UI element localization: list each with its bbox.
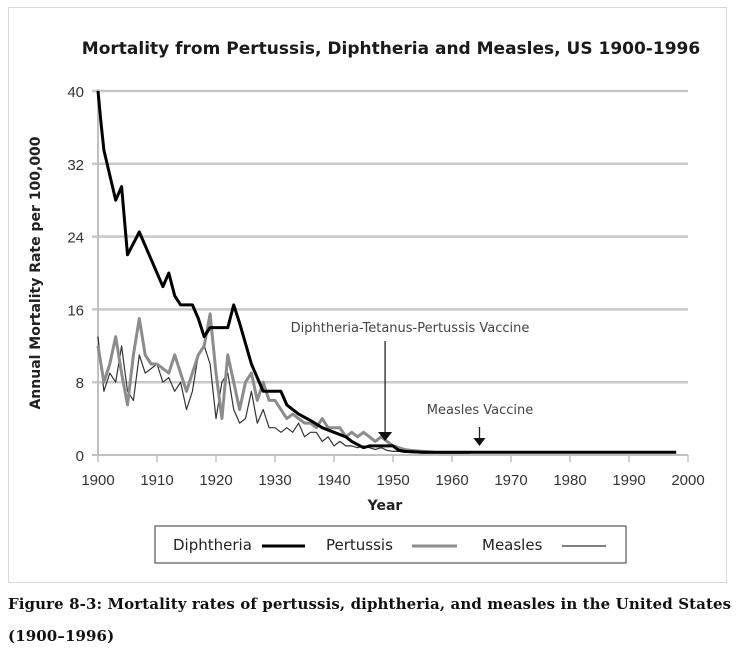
- y-tick-labels: 0 8 16 24 32 40: [67, 84, 84, 465]
- x-tick-label: 1940: [317, 472, 350, 489]
- y-tick-label: 24: [67, 230, 84, 247]
- y-tick-label: 16: [67, 302, 84, 319]
- x-tick-label: 1930: [258, 472, 291, 489]
- series-line-measles: [97, 336, 470, 454]
- x-tick-label: 1950: [376, 472, 409, 489]
- chart-frame: [8, 7, 727, 583]
- legend-label-measles: Measles: [482, 536, 543, 554]
- x-tick-labels: 1900 1910 1920 1930 1940 1950 1960 1970 1980 1990…: [81, 472, 704, 489]
- y-tick-label: 32: [67, 157, 84, 174]
- y-tick-label: 0: [76, 448, 84, 465]
- measles-vaccine-annotation: Measles Vaccine: [427, 403, 533, 418]
- x-tick-label: 1970: [494, 472, 527, 489]
- x-tick-label: 1960: [435, 472, 468, 489]
- legend-label-pertussis: Pertussis: [326, 536, 393, 554]
- x-tick-label: 1980: [553, 472, 586, 489]
- gridlines: [92, 89, 688, 384]
- x-axis-title: Year: [367, 498, 403, 514]
- x-tick-label: 1910: [140, 472, 173, 489]
- caption-line-1: Figure 8-3: Mortality rates of pertussis…: [8, 595, 732, 613]
- y-tick-label: 8: [76, 375, 84, 392]
- legend-label-diphtheria: Diphtheria: [173, 536, 252, 554]
- dtp-vaccine-annotation: Diphtheria-Tetanus-Pertussis Vaccine: [291, 321, 530, 336]
- annotation-arrows: [378, 341, 486, 446]
- figure-caption: Figure 8-3: Mortality rates of pertussis…: [8, 588, 738, 652]
- series-line-pertussis: [96, 90, 677, 454]
- x-tick-label: 1920: [199, 472, 232, 489]
- axes: [92, 89, 689, 462]
- series-line-diphtheria: [96, 312, 435, 454]
- legend: Diphtheria Pertussis Measles: [154, 525, 627, 564]
- y-axis-title: Annual Mortality Rate per 100,000: [28, 136, 44, 409]
- dtp-arrow-head: [378, 432, 393, 441]
- legend-box: [154, 525, 627, 564]
- y-tick-label: 40: [67, 84, 84, 101]
- x-tick-label: 1900: [81, 472, 114, 489]
- chart-title: Mortality from Pertussis, Diphtheria and…: [82, 39, 700, 59]
- x-tick-label: 2000: [671, 472, 704, 489]
- caption-line-2: (1900–1996): [8, 627, 115, 645]
- series-lines: [96, 90, 677, 454]
- x-tick-label: 1990: [612, 472, 645, 489]
- measles-arrow-head: [473, 438, 486, 446]
